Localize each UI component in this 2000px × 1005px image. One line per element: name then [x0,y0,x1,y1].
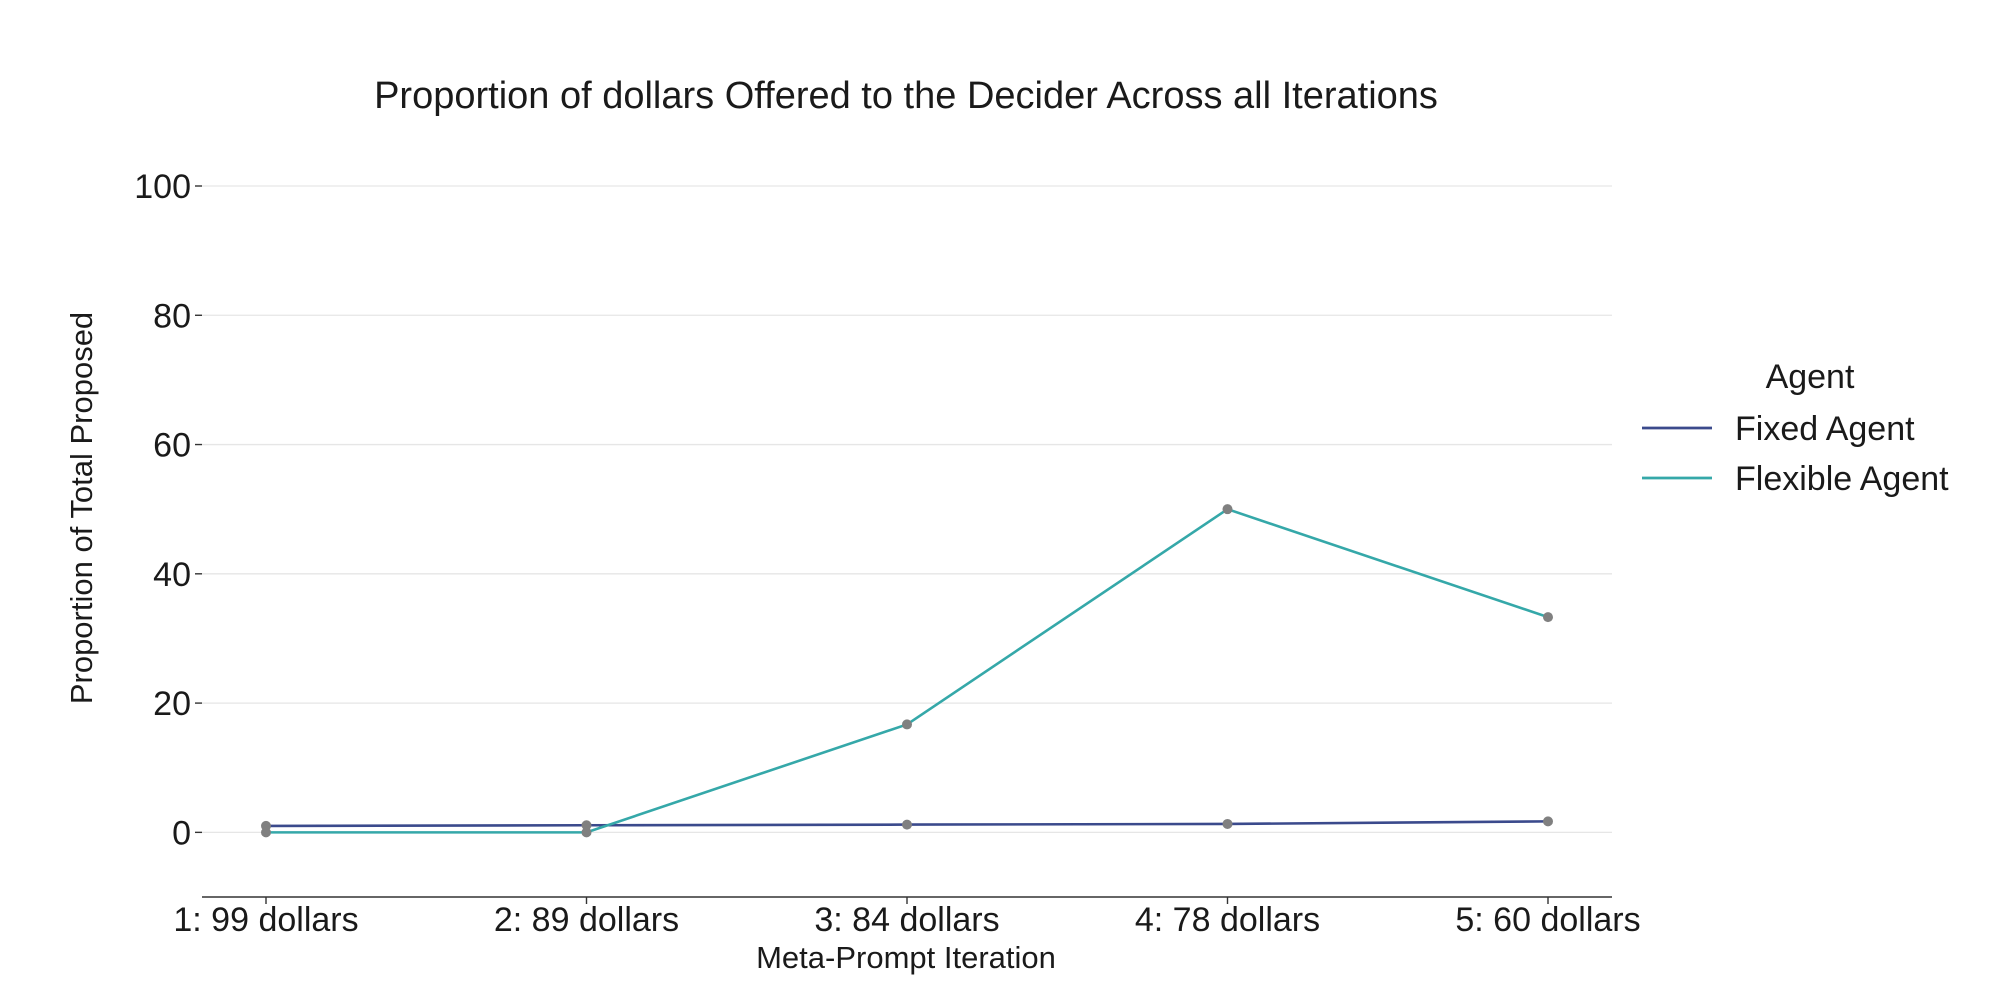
x-tick-label: 4: 78 dollars [1135,901,1320,939]
data-point-1-2 [902,719,912,730]
series-line-1 [266,507,1549,834]
x-tick-label: 3: 84 dollars [814,901,999,939]
data-point-1-3 [1222,504,1233,515]
data-markers [261,504,1553,838]
y-tick-label: 100 [134,168,191,206]
y-tick-label: 40 [153,556,191,594]
y-tick-label: 20 [153,685,191,723]
data-point-0-3 [1222,818,1233,829]
data-point-0-1 [581,820,592,831]
data-point-0-2 [902,819,912,830]
series-lines [265,507,1549,834]
x-tick-label: 2: 89 dollars [494,901,679,939]
legend-label-0: Fixed Agent [1735,410,1915,448]
y-axis-title: Proportion of Total Proposed [64,312,99,704]
gridlines [202,185,1612,834]
x-tick-label: 1: 99 dollars [173,901,358,939]
data-point-0-4 [1543,816,1553,827]
x-axis-title: Meta-Prompt Iteration [756,940,1056,975]
legend-label-1: Flexible Agent [1735,460,1949,498]
y-tick-label: 80 [153,297,191,335]
legend: Agent Fixed Agent Flexible Agent [1642,358,1949,498]
data-point-1-1 [581,827,592,838]
y-tick-label: 60 [153,427,191,465]
chart-title: Proportion of dollars Offered to the Dec… [374,75,1438,117]
data-point-1-0 [261,827,271,838]
axes: 0 20 40 60 80 100 1: 99 dollars 2: 89 dollars 3:… [134,168,1640,939]
y-tick-label: 0 [172,814,191,852]
x-tick-label: 5: 60 dollars [1455,901,1640,939]
data-point-1-4 [1543,612,1553,623]
legend-title: Agent [1766,358,1855,396]
